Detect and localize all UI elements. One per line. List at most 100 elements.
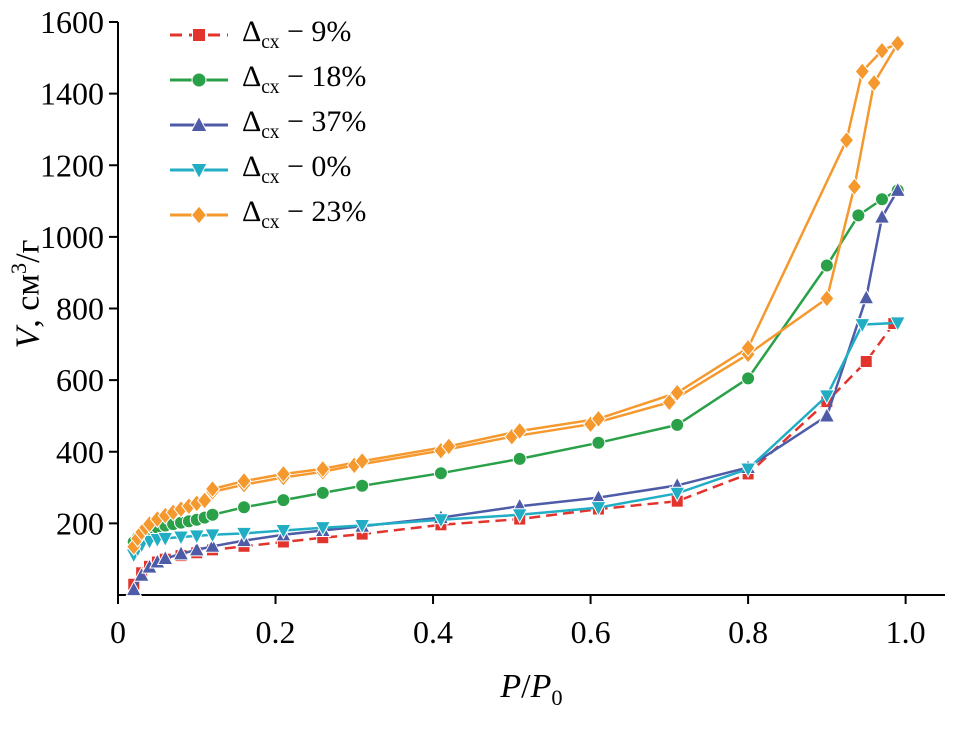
- x-tick-label: 0.8: [728, 614, 768, 650]
- x-axis-label-sub: 0: [551, 684, 563, 710]
- series-square: [127, 317, 901, 591]
- legend-item: Δсх − 9%: [168, 12, 366, 57]
- series-circle: [126, 183, 905, 549]
- circle-marker: [315, 485, 330, 500]
- series-layer: [125, 34, 907, 597]
- circle-marker: [670, 417, 685, 432]
- triangle-down-marker: [204, 528, 221, 544]
- x-axis-label: P/P0: [118, 668, 945, 711]
- triangle-down-marker: [156, 531, 174, 548]
- triangle-down-marker: [190, 162, 208, 180]
- circle-marker: [276, 493, 291, 508]
- diamond-marker: [669, 383, 685, 402]
- circle-marker: [237, 500, 252, 515]
- triangle-up-marker: [818, 406, 836, 423]
- circle-marker: [851, 208, 866, 223]
- legend-label: Δсх − 23%: [242, 195, 367, 233]
- diamond-marker: [854, 62, 870, 81]
- diamond-marker: [890, 34, 906, 53]
- triangle-down-marker: [188, 529, 206, 545]
- triangle-down-marker: [172, 530, 190, 547]
- legend-sample: [170, 72, 228, 87]
- y-tick-label: 600: [56, 362, 104, 398]
- y-tick-label: 1400: [40, 76, 104, 112]
- legend-label: Δсх − 37%: [242, 105, 367, 143]
- diamond-marker: [740, 338, 756, 358]
- diamond-marker: [275, 464, 292, 484]
- y-axis-label-v: V: [9, 327, 47, 349]
- x-tick-label: 0: [110, 614, 126, 650]
- diamond-marker: [236, 471, 252, 491]
- x-axis-label-p2: P: [530, 668, 552, 705]
- triangle-down-marker: [739, 462, 757, 478]
- triangle-up-marker: [190, 114, 208, 132]
- legend-label: Δсх − 18%: [242, 60, 367, 98]
- axes: 0 0.2 0.4 0.6 0.8 1.0 200 400 600 800 1000 1200 1400…: [40, 4, 945, 650]
- legend-label: Δсх − 9%: [242, 15, 352, 53]
- diamond-marker: [441, 437, 457, 456]
- triangle-up-marker: [204, 537, 221, 553]
- triangle-up-marker: [125, 580, 143, 597]
- legend-item: Δсх − 23%: [168, 192, 366, 237]
- diamond-marker: [354, 451, 370, 471]
- circle-marker: [512, 451, 527, 466]
- diamond-marker: [819, 289, 835, 308]
- legend-item: Δсх − 0%: [168, 147, 366, 192]
- series-line: [132, 189, 899, 543]
- triangle-up-marker: [889, 181, 907, 197]
- y-tick-label: 200: [56, 505, 104, 541]
- circle-marker: [741, 371, 756, 386]
- triangle-up-marker: [172, 544, 190, 561]
- x-tick-label: 0.6: [571, 614, 611, 650]
- triangle-down-marker: [511, 508, 529, 524]
- y-tick-label: 400: [56, 434, 104, 470]
- diamond-marker: [315, 459, 331, 479]
- triangle-up-marker: [188, 540, 206, 557]
- diamond-marker: [190, 204, 208, 225]
- x-axis-label-p1: P: [500, 668, 522, 705]
- triangle-down-marker: [432, 513, 450, 529]
- circle-marker: [355, 478, 370, 493]
- diamond-marker: [846, 177, 863, 197]
- legend-sample: [170, 162, 228, 180]
- triangle-down-marker: [818, 389, 836, 405]
- series-triangle-down: [125, 316, 907, 564]
- y-tick-label: 1000: [40, 219, 104, 255]
- legend-sample: [170, 27, 228, 42]
- circle-marker: [591, 435, 606, 450]
- y-tick-label: 800: [56, 291, 104, 327]
- diamond-marker: [661, 393, 677, 412]
- circle-marker: [433, 466, 448, 481]
- circle-marker: [819, 258, 834, 273]
- diamond-marker: [590, 409, 607, 429]
- legend-label: Δсх − 0%: [242, 150, 352, 188]
- circle-marker: [191, 72, 207, 87]
- diamond-marker: [196, 491, 213, 510]
- x-tick-label: 0.2: [256, 614, 296, 650]
- triangle-up-marker: [873, 208, 891, 224]
- triangle-down-marker: [590, 501, 607, 517]
- series-diamond: [126, 34, 906, 556]
- triangle-down-marker: [889, 316, 907, 332]
- x-axis-label-slash: /: [521, 668, 531, 705]
- triangle-up-marker: [133, 566, 150, 582]
- y-axis-label-mid: , см: [9, 274, 47, 328]
- y-axis-label: V, см3/г: [6, 144, 50, 444]
- x-tick-label: 0.4: [413, 614, 453, 650]
- diamond-marker: [874, 41, 890, 60]
- triangle-up-marker: [857, 288, 875, 305]
- x-tick-label: 1.0: [886, 614, 926, 650]
- legend: Δсх − 9% Δсх − 18% Δсх − 37% Δсх − 0% Δсх − …: [168, 12, 366, 237]
- legend-sample: [170, 204, 228, 225]
- legend-item: Δсх − 18%: [168, 57, 366, 102]
- y-tick-label: 1200: [40, 147, 104, 183]
- triangle-down-marker: [275, 524, 292, 540]
- square-marker: [859, 355, 873, 369]
- diamond-marker: [866, 73, 882, 93]
- y-axis-label-sup: 3: [6, 262, 31, 275]
- square-marker: [192, 27, 206, 42]
- triangle-down-marker: [235, 526, 253, 543]
- legend-sample: [170, 114, 228, 132]
- triangle-down-marker: [668, 486, 686, 503]
